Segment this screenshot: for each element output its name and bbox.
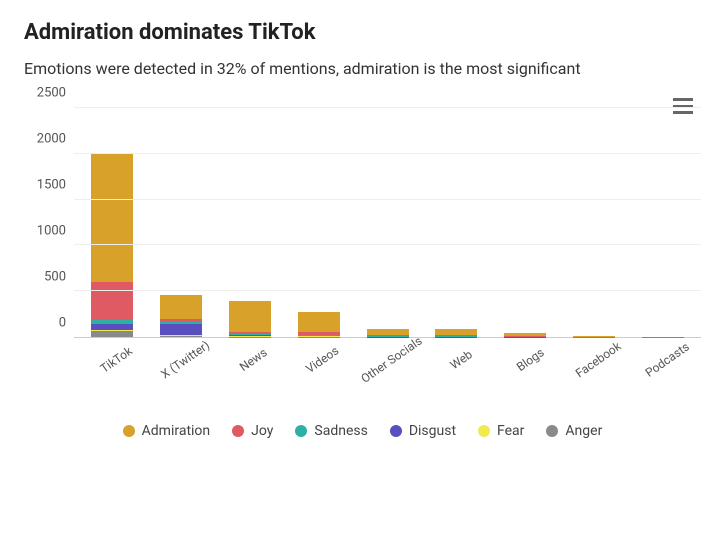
legend-item[interactable]: Disgust (390, 423, 456, 439)
gridline (74, 290, 701, 291)
bars-group (74, 108, 701, 337)
bar-stack[interactable] (504, 333, 546, 337)
legend: Admiration Joy Sadness Disgust Fear Anger (24, 423, 701, 439)
bar-segment (160, 336, 202, 337)
bar-column (353, 108, 422, 337)
bar-segment (160, 295, 202, 319)
bar-column (147, 108, 216, 337)
bar-stack[interactable] (160, 295, 202, 337)
bar-segment (91, 282, 133, 321)
plot-area (74, 108, 701, 338)
bar-column (216, 108, 285, 337)
legend-label: Admiration (142, 423, 211, 439)
bar-stack[interactable] (229, 301, 271, 337)
bar-segment (91, 153, 133, 282)
legend-swatch-icon (123, 425, 135, 437)
x-tick-label: TikTok (84, 334, 148, 385)
bar-segment (160, 324, 202, 335)
legend-swatch-icon (478, 425, 490, 437)
gridline (74, 107, 701, 108)
bar-column (628, 108, 697, 337)
legend-label: Anger (565, 423, 602, 439)
x-tick-label: Web (429, 334, 493, 385)
legend-item[interactable]: Sadness (295, 423, 367, 439)
legend-item[interactable]: Anger (546, 423, 602, 439)
legend-label: Sadness (314, 423, 367, 439)
legend-label: Joy (251, 423, 273, 439)
x-tick-label: Podcasts (635, 334, 699, 385)
y-tick-label: 0 (59, 316, 66, 331)
legend-item[interactable]: Admiration (123, 423, 211, 439)
bar-segment (91, 331, 133, 337)
x-axis: TikTokX (Twitter)NewsVideosOther Socials… (74, 338, 701, 368)
bar-stack[interactable] (367, 329, 409, 337)
bar-segment (298, 312, 340, 332)
legend-item[interactable]: Fear (478, 423, 524, 439)
legend-item[interactable]: Joy (232, 423, 273, 439)
legend-swatch-icon (390, 425, 402, 437)
bar-column (284, 108, 353, 337)
legend-swatch-icon (295, 425, 307, 437)
y-tick-label: 1500 (37, 178, 66, 193)
chart-container: 05001000150020002500 TikTokX (Twitter)Ne… (24, 108, 701, 439)
gridline (74, 153, 701, 154)
bar-column (78, 108, 147, 337)
bar-stack[interactable] (298, 312, 340, 337)
y-tick-label: 1000 (37, 224, 66, 239)
bar-segment (229, 301, 271, 332)
y-tick-label: 2500 (37, 86, 66, 101)
y-axis: 05001000150020002500 (24, 108, 74, 338)
legend-label: Fear (497, 423, 524, 439)
legend-swatch-icon (546, 425, 558, 437)
bar-column (559, 108, 628, 337)
bar-column (422, 108, 491, 337)
bar-stack[interactable] (435, 329, 477, 337)
x-tick-label: Blogs (498, 334, 562, 385)
y-tick-label: 2000 (37, 132, 66, 147)
x-tick-label: News (221, 334, 285, 385)
x-tick-label: Facebook (566, 334, 630, 385)
gridline (74, 244, 701, 245)
bar-stack[interactable] (573, 336, 615, 337)
bar-column (491, 108, 560, 337)
legend-label: Disgust (409, 423, 456, 439)
chart-title: Admiration dominates TikTok (24, 20, 701, 45)
x-tick-label: Other Socials (358, 334, 424, 386)
chart-subtitle: Emotions were detected in 32% of mention… (24, 59, 701, 78)
x-tick-label: Videos (290, 334, 354, 385)
legend-swatch-icon (232, 425, 244, 437)
chart-area: 05001000150020002500 (24, 108, 701, 338)
x-tick-label: X (Twitter) (153, 334, 217, 385)
y-tick-label: 500 (44, 270, 66, 285)
gridline (74, 199, 701, 200)
